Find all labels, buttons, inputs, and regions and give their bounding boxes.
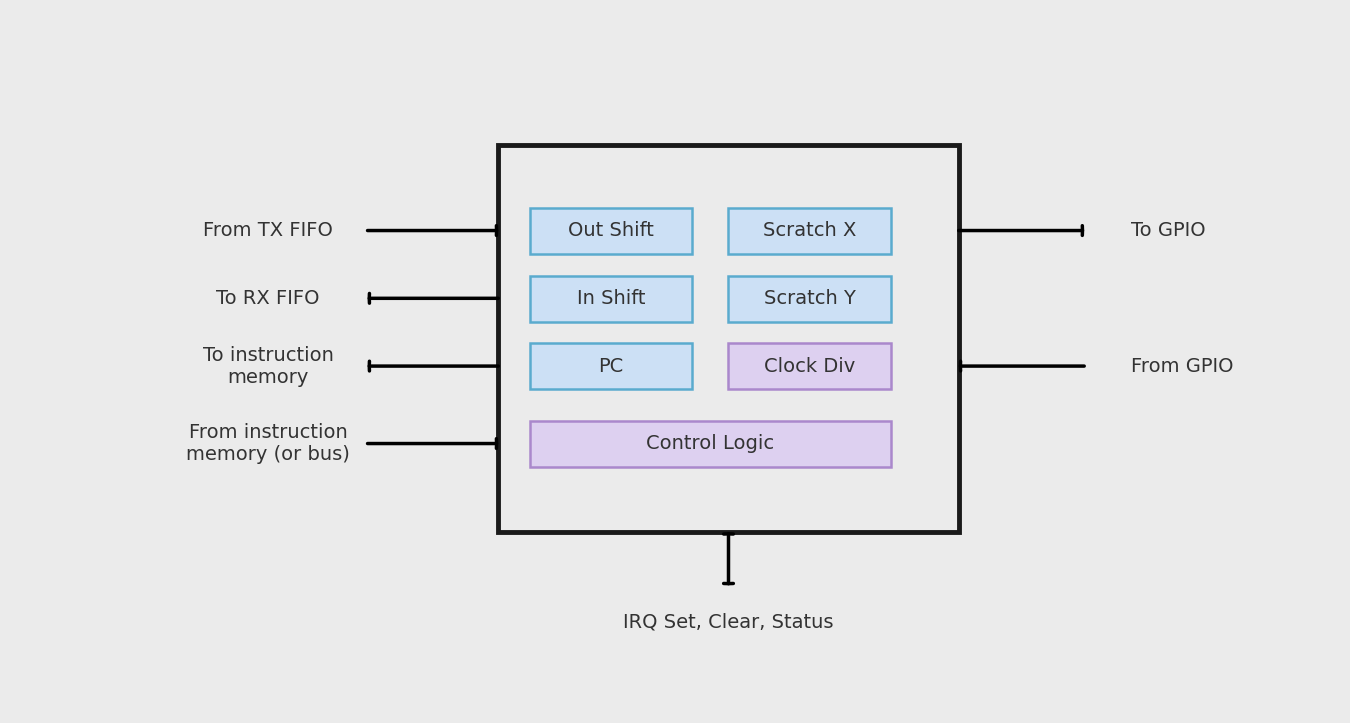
Text: To GPIO: To GPIO <box>1131 221 1206 240</box>
Text: To instruction
memory: To instruction memory <box>202 346 333 387</box>
Bar <box>529 275 691 322</box>
Bar <box>729 275 891 322</box>
Bar <box>498 145 958 532</box>
Text: Scratch X: Scratch X <box>763 221 856 240</box>
Text: In Shift: In Shift <box>576 289 645 308</box>
Text: From TX FIFO: From TX FIFO <box>204 221 333 240</box>
Text: From instruction
memory (or bus): From instruction memory (or bus) <box>186 423 350 464</box>
Text: IRQ Set, Clear, Status: IRQ Set, Clear, Status <box>624 612 834 631</box>
Bar <box>529 421 891 467</box>
Bar <box>529 208 691 254</box>
Text: To RX FIFO: To RX FIFO <box>216 288 320 308</box>
Text: Out Shift: Out Shift <box>568 221 653 240</box>
Text: From GPIO: From GPIO <box>1131 356 1234 375</box>
Bar <box>529 343 691 389</box>
Text: Clock Div: Clock Div <box>764 357 855 376</box>
Text: Control Logic: Control Logic <box>647 435 775 453</box>
Bar <box>729 343 891 389</box>
Text: PC: PC <box>598 357 624 376</box>
Text: Scratch Y: Scratch Y <box>764 289 856 308</box>
Bar <box>729 208 891 254</box>
